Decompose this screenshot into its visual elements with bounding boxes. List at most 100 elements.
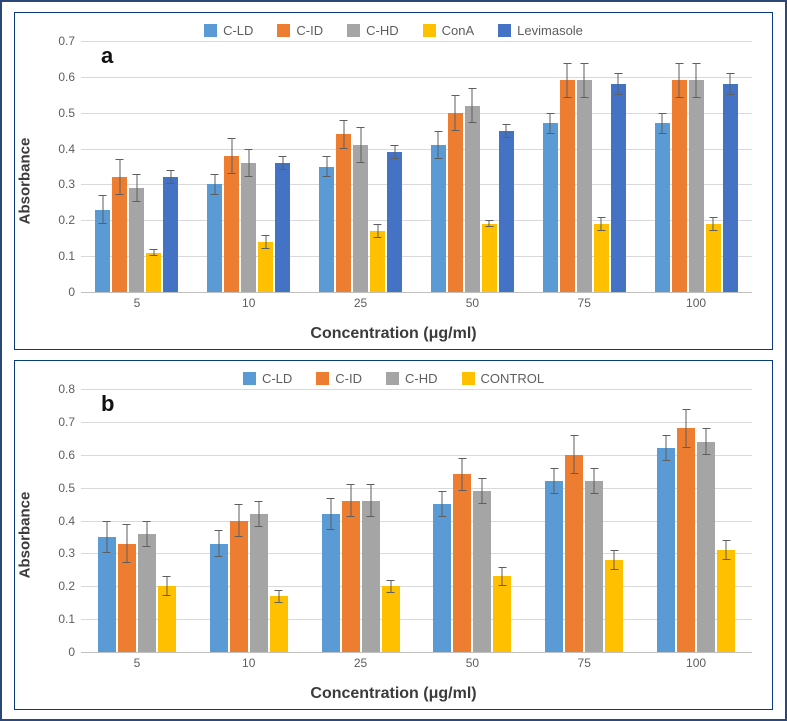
bar-wrap (112, 177, 127, 292)
bar (129, 188, 144, 292)
bar-wrap (431, 145, 446, 292)
bar (210, 544, 228, 652)
error-bar (170, 170, 171, 184)
bar (560, 80, 575, 292)
bar (723, 84, 738, 292)
xtick-label: 100 (686, 292, 706, 310)
ytick-label: 0.2 (58, 579, 81, 593)
bar-wrap (230, 521, 248, 653)
bar (146, 253, 161, 292)
xlabel-b: Concentration (μg/ml) (310, 685, 476, 703)
ytick-label: 0.5 (58, 481, 81, 495)
bar-group: 10 (193, 389, 305, 652)
bar (258, 242, 273, 292)
error-bar (482, 478, 483, 504)
bar-wrap (611, 84, 626, 292)
xtick-label: 75 (578, 652, 591, 670)
bar-wrap (605, 560, 623, 652)
bar-wrap (250, 514, 268, 652)
error-bar (330, 498, 331, 531)
ytick-label: 0.7 (58, 34, 81, 48)
bar-wrap (275, 163, 290, 292)
error-bar (662, 113, 663, 135)
panel-b: C-LDC-IDC-HDCONTROL b Absorbance 00.10.2… (14, 360, 773, 710)
legend-swatch (462, 372, 475, 385)
legend-label: C-HD (405, 371, 438, 386)
bar-group: 50 (417, 41, 529, 292)
panel-a: C-LDC-IDC-HDConALevimasole a Absorbance … (14, 12, 773, 350)
bar-group: 25 (305, 389, 417, 652)
error-bar (231, 138, 232, 174)
error-bar (438, 131, 439, 160)
bar (677, 428, 695, 652)
bar (382, 586, 400, 652)
error-bar (166, 576, 167, 596)
ytick-label: 0.8 (58, 382, 81, 396)
bar-wrap (585, 481, 603, 652)
bar (431, 145, 446, 292)
bar-wrap (95, 210, 110, 292)
error-bar (102, 195, 103, 224)
error-bar (390, 580, 391, 593)
bar (322, 514, 340, 652)
bar (473, 491, 491, 652)
bar-group: 100 (640, 389, 752, 652)
bar-wrap (706, 224, 721, 292)
bar (594, 224, 609, 292)
bar-group: 10 (193, 41, 305, 292)
bar (207, 184, 222, 292)
error-bar (601, 217, 602, 231)
legend-item: C-HD (347, 19, 399, 41)
bar-wrap (655, 123, 670, 292)
ytick-label: 0.4 (58, 514, 81, 528)
error-bar (679, 63, 680, 99)
legend-a: C-LDC-IDC-HDConALevimasole (15, 13, 772, 41)
legend-label: C-LD (262, 371, 292, 386)
error-bar (489, 220, 490, 227)
ytick-label: 0.3 (58, 177, 81, 191)
figure-frame: C-LDC-IDC-HDConALevimasole a Absorbance … (0, 0, 787, 721)
bar-wrap (319, 167, 334, 293)
xtick-label: 10 (242, 652, 255, 670)
legend-swatch (498, 24, 511, 37)
bar-wrap (657, 448, 675, 652)
bar-wrap (258, 242, 273, 292)
bar-wrap (353, 145, 368, 292)
error-bar (238, 504, 239, 537)
bar-wrap (499, 131, 514, 292)
bar-wrap (677, 428, 695, 652)
bar-wrap (370, 231, 385, 292)
bar (689, 80, 704, 292)
legend-swatch (386, 372, 399, 385)
error-bar (214, 174, 215, 196)
xtick-label: 100 (686, 652, 706, 670)
bar (577, 80, 592, 292)
legend-item: C-LD (204, 19, 253, 41)
bar (672, 80, 687, 292)
bar (241, 163, 256, 292)
legend-item: C-LD (243, 367, 292, 389)
bar-group: 75 (528, 389, 640, 652)
bar (482, 224, 497, 292)
error-bar (146, 521, 147, 547)
legend-label: C-HD (366, 23, 399, 38)
error-bar (574, 435, 575, 474)
ytick-label: 0.1 (58, 612, 81, 626)
legend-b: C-LDC-IDC-HDCONTROL (15, 361, 772, 389)
error-bar (506, 124, 507, 138)
bar (342, 501, 360, 652)
error-bar (442, 491, 443, 517)
bar-wrap (336, 134, 351, 292)
legend-swatch (277, 24, 290, 37)
bar-wrap (717, 550, 735, 652)
error-bar (370, 484, 371, 517)
bar (138, 534, 156, 652)
legend-item: C-HD (386, 367, 438, 389)
bar-wrap (118, 544, 136, 652)
bar-wrap (322, 514, 340, 652)
bar (706, 224, 721, 292)
bar-wrap (270, 596, 288, 652)
bar-wrap (210, 544, 228, 652)
legend-label: C-LD (223, 23, 253, 38)
legend-item: ConA (423, 19, 475, 41)
